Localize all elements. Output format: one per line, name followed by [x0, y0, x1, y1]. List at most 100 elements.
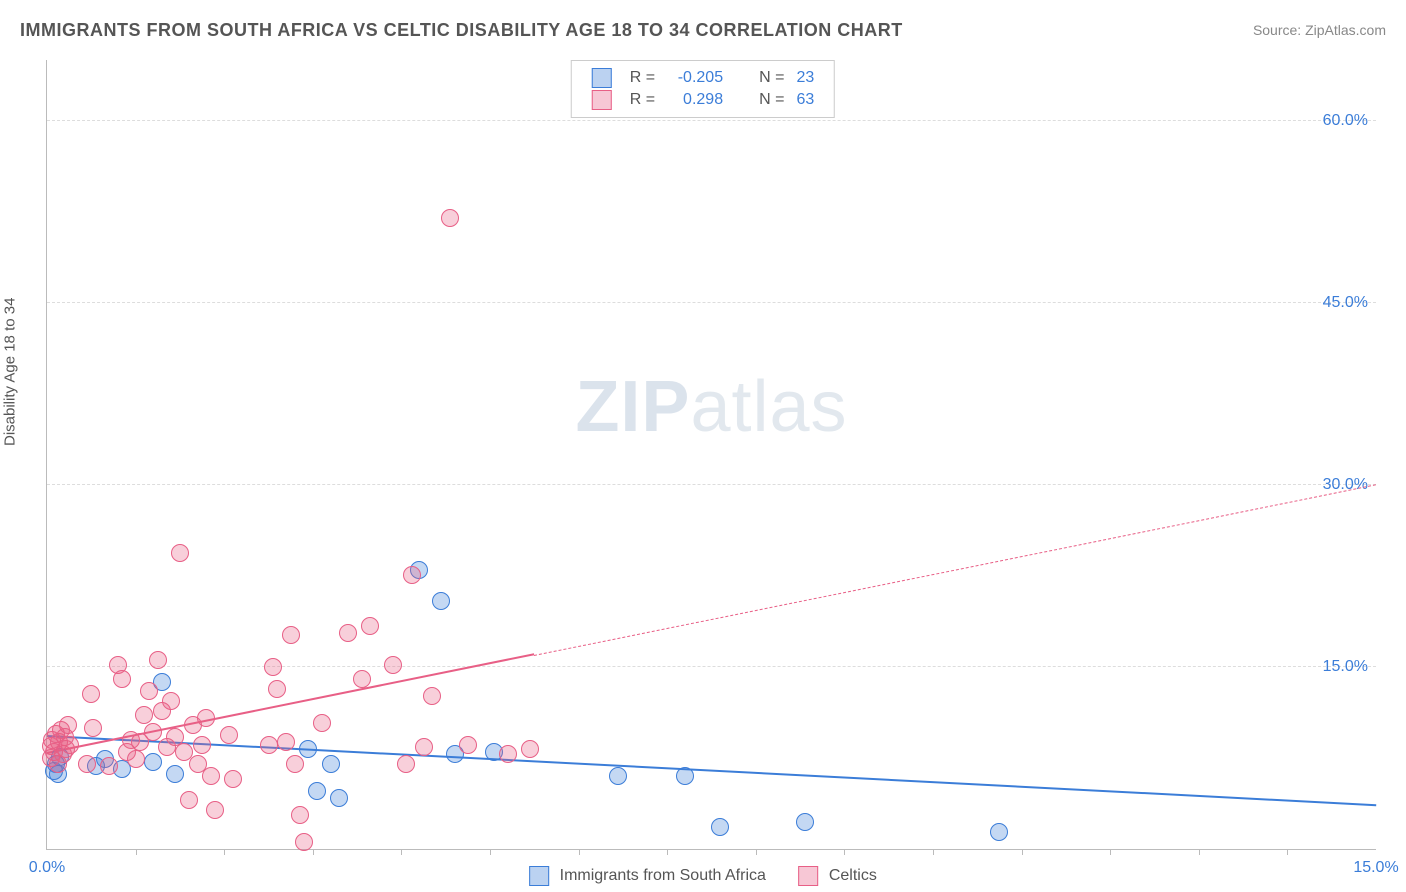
trend-line	[534, 484, 1376, 656]
scatter-point	[415, 738, 433, 756]
scatter-point	[84, 719, 102, 737]
scatter-point	[441, 209, 459, 227]
scatter-point	[197, 709, 215, 727]
scatter-point	[459, 736, 477, 754]
y-tick-label: 60.0%	[1323, 112, 1368, 130]
scatter-point	[299, 740, 317, 758]
x-tick-mark	[756, 849, 757, 855]
x-tick-mark	[844, 849, 845, 855]
x-tick-mark	[224, 849, 225, 855]
x-tick-mark	[1022, 849, 1023, 855]
watermark-rest: atlas	[690, 367, 847, 447]
scatter-point	[202, 767, 220, 785]
legend-label-blue: Immigrants from South Africa	[560, 867, 766, 884]
gridline	[47, 302, 1376, 303]
scatter-point	[282, 626, 300, 644]
scatter-point	[286, 755, 304, 773]
scatter-point	[521, 740, 539, 758]
chart-title: IMMIGRANTS FROM SOUTH AFRICA VS CELTIC D…	[20, 20, 903, 41]
scatter-point	[144, 753, 162, 771]
scatter-point	[61, 736, 79, 754]
scatter-point	[676, 767, 694, 785]
trend-line	[47, 735, 1376, 806]
scatter-point	[220, 726, 238, 744]
x-tick-mark	[401, 849, 402, 855]
scatter-point	[193, 736, 211, 754]
scatter-point	[384, 656, 402, 674]
gridline	[47, 484, 1376, 485]
scatter-point	[339, 624, 357, 642]
scatter-point	[59, 716, 77, 734]
scatter-point	[127, 750, 145, 768]
watermark: ZIPatlas	[575, 366, 847, 448]
legend-item-blue: Immigrants from South Africa	[529, 867, 770, 884]
scatter-point	[113, 670, 131, 688]
scatter-point	[499, 745, 517, 763]
n-value-blue: 23	[790, 67, 820, 89]
swatch-pink-bottom	[798, 866, 818, 886]
scatter-point	[711, 818, 729, 836]
scatter-point	[796, 813, 814, 831]
x-tick-mark	[1287, 849, 1288, 855]
scatter-point	[609, 767, 627, 785]
legend-correlation-box: R = -0.205 N = 23 R = 0.298 N = 63	[571, 60, 835, 118]
swatch-blue-bottom	[529, 866, 549, 886]
scatter-point	[423, 687, 441, 705]
scatter-point	[171, 544, 189, 562]
y-tick-label: 15.0%	[1323, 658, 1368, 676]
plot-area: ZIPatlas 15.0%30.0%45.0%60.0%0.0%15.0%	[46, 60, 1376, 850]
r-label-pink: R =	[624, 89, 661, 111]
scatter-point	[397, 755, 415, 773]
swatch-pink	[592, 90, 612, 110]
scatter-point	[166, 765, 184, 783]
x-tick-label: 15.0%	[1353, 859, 1398, 877]
source-attribution: Source: ZipAtlas.com	[1253, 22, 1386, 38]
x-tick-mark	[490, 849, 491, 855]
scatter-point	[268, 680, 286, 698]
scatter-point	[140, 682, 158, 700]
legend-row-pink: R = 0.298 N = 63	[586, 89, 820, 111]
x-tick-mark	[1199, 849, 1200, 855]
watermark-bold: ZIP	[575, 367, 690, 447]
legend-row-blue: R = -0.205 N = 23	[586, 67, 820, 89]
x-tick-mark	[933, 849, 934, 855]
scatter-point	[144, 723, 162, 741]
legend-item-pink: Celtics	[798, 867, 876, 884]
swatch-blue	[592, 68, 612, 88]
r-value-blue: -0.205	[661, 67, 729, 89]
n-value-pink: 63	[790, 89, 820, 111]
scatter-point	[361, 617, 379, 635]
scatter-point	[291, 806, 309, 824]
scatter-point	[264, 658, 282, 676]
scatter-point	[432, 592, 450, 610]
scatter-point	[162, 692, 180, 710]
scatter-point	[295, 833, 313, 851]
scatter-point	[990, 823, 1008, 841]
scatter-point	[308, 782, 326, 800]
scatter-point	[403, 566, 421, 584]
scatter-point	[260, 736, 278, 754]
scatter-point	[313, 714, 331, 732]
n-label-blue: N =	[753, 67, 790, 89]
gridline	[47, 120, 1376, 121]
y-axis-label: Disability Age 18 to 34	[2, 298, 19, 446]
scatter-point	[206, 801, 224, 819]
x-tick-mark	[579, 849, 580, 855]
scatter-point	[78, 755, 96, 773]
scatter-point	[353, 670, 371, 688]
scatter-point	[149, 651, 167, 669]
legend-label-pink: Celtics	[829, 867, 877, 884]
x-tick-mark	[667, 849, 668, 855]
x-tick-mark	[1110, 849, 1111, 855]
scatter-point	[224, 770, 242, 788]
gridline	[47, 666, 1376, 667]
legend-bottom: Immigrants from South Africa Celtics	[515, 866, 891, 886]
scatter-point	[322, 755, 340, 773]
scatter-point	[330, 789, 348, 807]
scatter-point	[100, 757, 118, 775]
chart-frame: IMMIGRANTS FROM SOUTH AFRICA VS CELTIC D…	[0, 0, 1406, 892]
n-label-pink: N =	[753, 89, 790, 111]
scatter-point	[277, 733, 295, 751]
scatter-point	[135, 706, 153, 724]
scatter-point	[82, 685, 100, 703]
